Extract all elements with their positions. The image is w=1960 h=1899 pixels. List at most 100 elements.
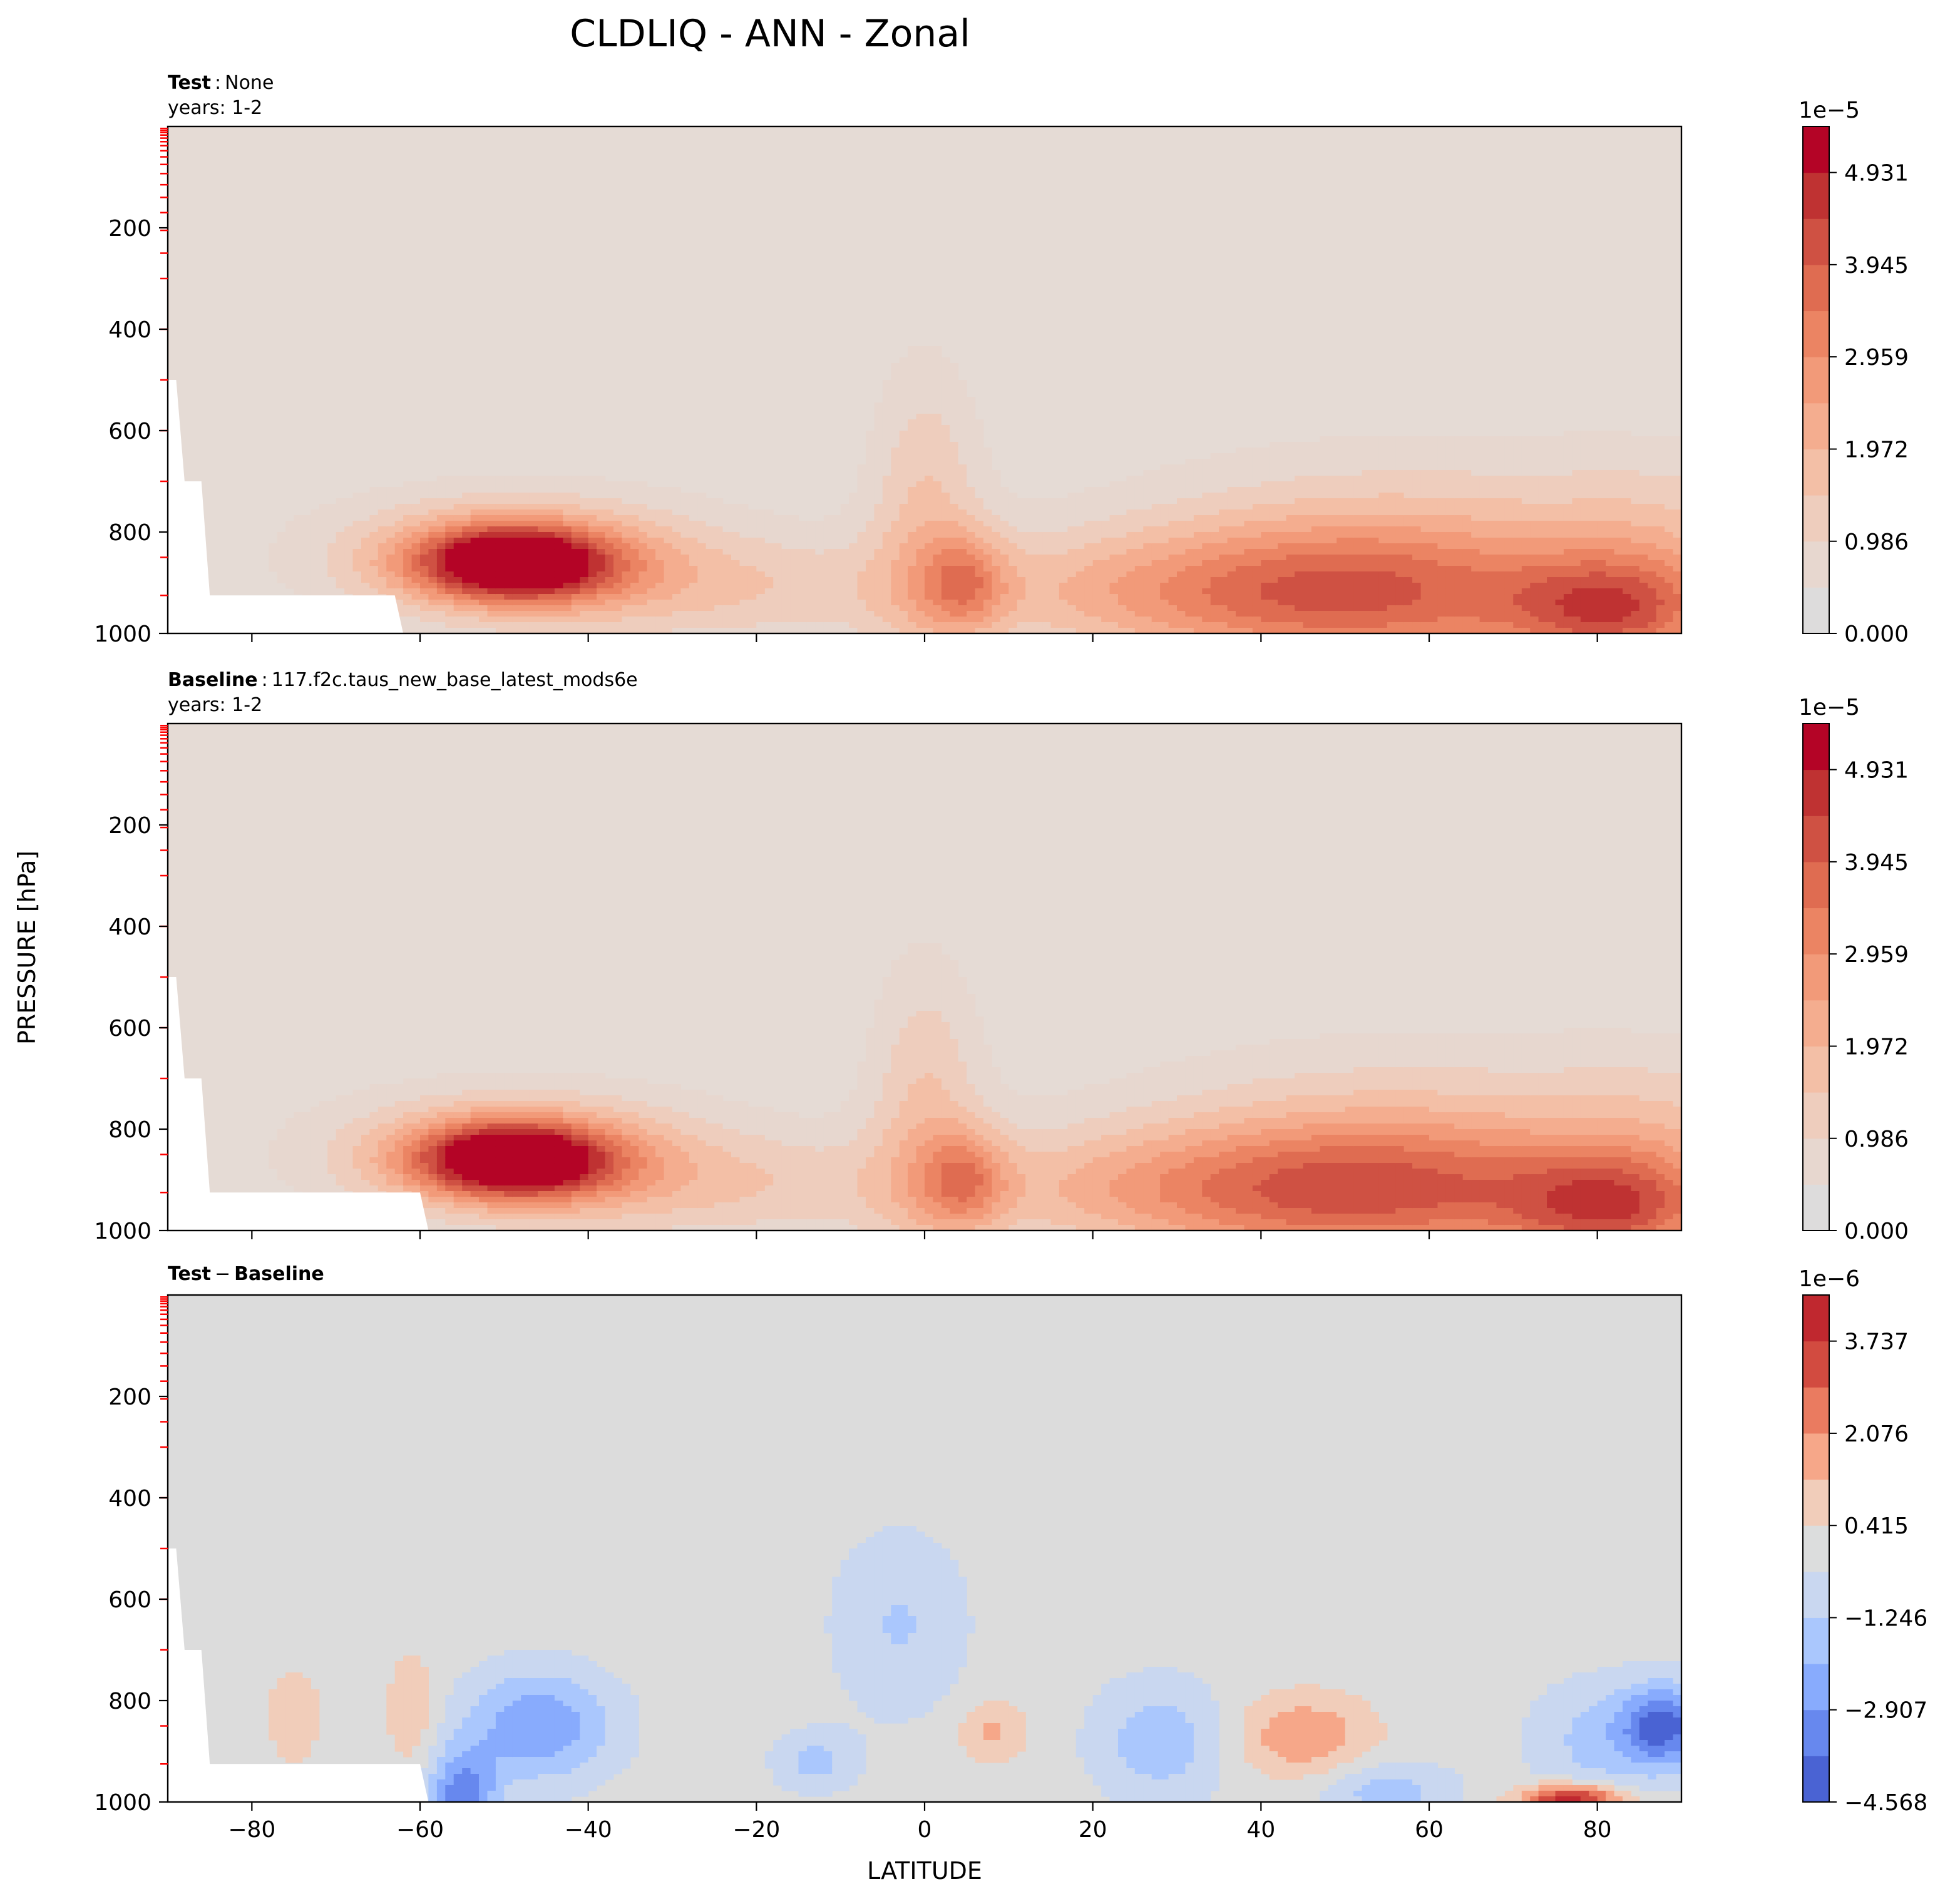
contour-cell — [941, 577, 950, 583]
contour-cell — [806, 611, 816, 617]
contour-cell — [1168, 571, 1178, 578]
contour-cell — [386, 538, 396, 544]
contour-cell — [1236, 487, 1244, 493]
contour-cell — [840, 583, 849, 589]
contour-cell — [1623, 583, 1631, 589]
contour-cell — [411, 571, 421, 578]
contour-cell — [1177, 549, 1186, 555]
contour-cell — [1479, 481, 1489, 488]
contour-cell — [1202, 515, 1211, 521]
contour-cell — [1429, 600, 1438, 606]
contour-cell — [1614, 436, 1623, 443]
contour-cell — [857, 571, 866, 578]
contour-cell — [781, 549, 791, 555]
contour-cell — [697, 628, 707, 633]
contour-cell — [731, 577, 740, 583]
contour-cell — [386, 588, 396, 595]
contour-cell — [1479, 543, 1489, 550]
contour-cell — [1420, 515, 1430, 521]
contour-cell — [521, 549, 530, 555]
contour-cell — [1008, 493, 1018, 499]
contour-cell — [832, 526, 841, 533]
contour-cell — [597, 538, 606, 544]
contour-cell — [546, 476, 555, 482]
contour-cell — [622, 594, 631, 600]
contour-cell — [1614, 453, 1623, 459]
contour-cell — [908, 560, 917, 566]
contour-cell — [1345, 504, 1354, 510]
contour-cell — [1572, 470, 1581, 476]
contour-cell — [1269, 628, 1278, 633]
contour-cell — [1555, 538, 1564, 544]
contour-cell — [1311, 521, 1320, 527]
contour-cell — [1521, 521, 1531, 527]
contour-cell — [1445, 622, 1455, 628]
contour-cell — [1185, 459, 1194, 465]
contour-cell — [521, 605, 530, 612]
contour-cell — [1160, 588, 1169, 595]
contour-cell — [866, 481, 875, 488]
contour-cell — [1261, 594, 1270, 600]
contour-cell — [1269, 498, 1278, 504]
contour-cell — [739, 588, 749, 595]
contour-cell — [647, 521, 656, 527]
contour-cell — [1034, 498, 1043, 504]
contour-cell — [1563, 549, 1573, 555]
contour-cell — [310, 566, 320, 572]
contour-cell — [538, 521, 547, 527]
contour-cell — [958, 408, 967, 414]
contour-cell — [1034, 622, 1043, 628]
contour-cell — [1000, 543, 1009, 550]
contour-cell — [941, 481, 950, 488]
contour-cell — [361, 498, 370, 504]
contour-cell — [1244, 453, 1253, 459]
contour-cell — [882, 391, 891, 397]
contour-cell — [1252, 588, 1261, 595]
contour-cell — [882, 611, 891, 617]
contour-cell — [1075, 543, 1085, 550]
contour-cell — [1606, 605, 1615, 612]
contour-cell — [958, 611, 967, 617]
contour-cell — [857, 577, 866, 583]
contour-cell — [731, 566, 740, 572]
contour-cell — [369, 498, 379, 504]
contour-cell — [479, 571, 488, 578]
contour-cell — [1639, 538, 1648, 544]
contour-cell — [588, 532, 597, 538]
contour-cell — [538, 571, 547, 578]
contour-cell — [1353, 532, 1363, 538]
contour-cell — [1445, 555, 1455, 561]
contour-cell — [697, 560, 707, 566]
contour-cell — [983, 509, 992, 516]
contour-cell — [310, 543, 320, 550]
contour-cell — [1210, 560, 1219, 566]
contour-cell — [1252, 515, 1261, 521]
contour-cell — [1563, 481, 1573, 488]
contour-cell — [394, 487, 404, 493]
contour-cell — [916, 605, 925, 612]
contour-cell — [563, 605, 572, 612]
contour-cell — [967, 588, 976, 595]
contour-cell — [1496, 487, 1506, 493]
contour-cell — [563, 628, 572, 633]
contour-cell — [470, 622, 480, 628]
contour-cell — [857, 521, 866, 527]
contour-cell — [411, 594, 421, 600]
contour-cell — [605, 617, 614, 623]
contour-cell — [1227, 453, 1236, 459]
contour-cell — [1623, 566, 1631, 572]
contour-cell — [1303, 605, 1312, 612]
contour-cell — [529, 566, 538, 572]
contour-cell — [403, 622, 413, 628]
contour-cell — [1631, 509, 1640, 516]
contour-cell — [1168, 464, 1178, 471]
contour-cell — [1513, 543, 1522, 550]
contour-cell — [1092, 628, 1102, 633]
contour-cell — [436, 622, 446, 628]
contour-cell — [1462, 594, 1472, 600]
contour-cell — [1067, 543, 1077, 550]
contour-cell — [1252, 493, 1261, 499]
contour-cell — [983, 448, 992, 454]
contour-cell — [529, 515, 538, 521]
contour-cell — [1479, 436, 1489, 443]
